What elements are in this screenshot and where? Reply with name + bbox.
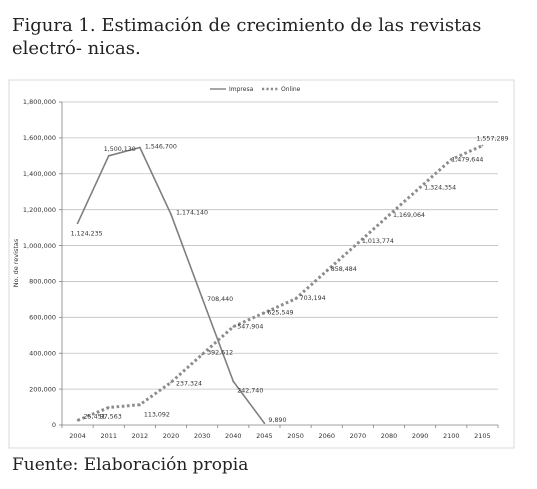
y-tick-label: 0 [52,421,56,429]
data-label-online: 25,451 [84,413,106,420]
data-point-online [450,158,453,161]
x-tick-label: 2070 [350,432,367,440]
data-point-online [138,403,141,406]
chart-legend: Impresa Online [210,86,301,93]
data-label-online: 392,612 [207,350,233,357]
x-tick-label: 2045 [256,432,273,440]
chart-frame [8,79,515,449]
x-tick-label: 2105 [474,432,491,440]
data-point-online [325,270,328,272]
data-point-impresa [263,422,266,425]
data-label-impresa: 1,546,700 [145,143,177,150]
data-label-online: 1,557,289 [476,136,508,143]
data-label-impresa: 1,124,235 [71,230,103,237]
data-label-online: 1,169,064 [393,212,425,219]
x-tick-label: 2040 [225,432,242,440]
y-axis-ticks: 0 200,000 400,000 600,000 800,000 1,000,000 1,… [23,98,62,429]
data-label-online: 625,549 [267,310,293,317]
figure-caption: Figura 1. Estimación de crecimiento de l… [12,15,482,59]
data-point-online [201,353,204,356]
data-point-impresa [170,213,172,216]
data-point-online [356,242,359,244]
data-point-impresa [107,154,110,157]
y-tick-label: 800,000 [29,278,56,286]
data-point-online [419,186,422,189]
data-point-online [76,419,79,422]
data-label-online: 858,484 [331,266,357,273]
y-tick-label: 600,000 [29,314,56,322]
data-point-online [263,311,266,314]
x-axis-ticks: 2004 2011 2012 2020 2030 2040 2045 2050 2060 2070… [61,425,499,440]
legend-label-online: Online [281,86,301,93]
x-tick-label: 2012 [132,432,149,440]
chart-series [76,144,484,425]
data-point-impresa [138,146,141,149]
data-point-impresa [201,296,204,299]
data-point-impresa [76,222,79,225]
data-label-online: 237,324 [176,380,202,387]
data-point-online [107,406,110,409]
data-point-online [232,325,235,328]
data-label-impresa: 242,740 [237,387,263,394]
y-tick-label: 1,000,000 [23,242,56,250]
x-tick-label: 2060 [318,432,335,440]
y-tick-label: 1,800,000 [23,98,56,106]
data-label-online: 703,194 [300,295,326,302]
y-tick-label: 1,400,000 [23,170,56,178]
data-label-online: 547,904 [237,324,263,331]
data-label-impresa: 1,500,130 [104,146,136,153]
x-tick-label: 2050 [287,432,304,440]
figure-source: Fuente: Elaboración propia [12,455,249,475]
data-point-online [388,214,390,217]
data-labels: 1,124,235 1,500,130 1,546,700 1,174,140 708,… [71,136,509,425]
x-tick-label: 2020 [163,432,180,440]
data-label-online: 1,479,644 [451,156,483,163]
data-label-impresa: 708,440 [207,296,233,303]
data-point-online [294,297,297,300]
y-tick-label: 200,000 [29,385,56,393]
data-label-impresa: 1,174,140 [176,209,208,216]
legend-label-impresa: Impresa [229,86,254,93]
data-label-online: 1,013,774 [362,238,394,245]
y-axis-label: No. de revistas [12,238,20,287]
x-tick-label: 2100 [443,432,460,440]
x-tick-label: 2080 [381,432,398,440]
chart-gridlines [62,101,498,390]
data-point-impresa [232,380,235,383]
data-label-impresa: 9,890 [268,417,286,424]
y-tick-label: 400,000 [29,349,56,357]
y-tick-label: 1,200,000 [23,206,56,214]
x-tick-label: 2011 [100,432,117,440]
y-tick-label: 1,600,000 [23,134,56,142]
data-label-online: 1,324,354 [424,184,456,191]
data-point-online [481,144,484,147]
data-point-online [170,381,172,384]
x-tick-label: 2004 [69,432,86,440]
x-tick-label: 2090 [412,432,429,440]
data-label-online: 113,092 [144,412,170,419]
x-tick-label: 2030 [194,432,211,440]
data-label-online: 97,563 [100,413,122,420]
